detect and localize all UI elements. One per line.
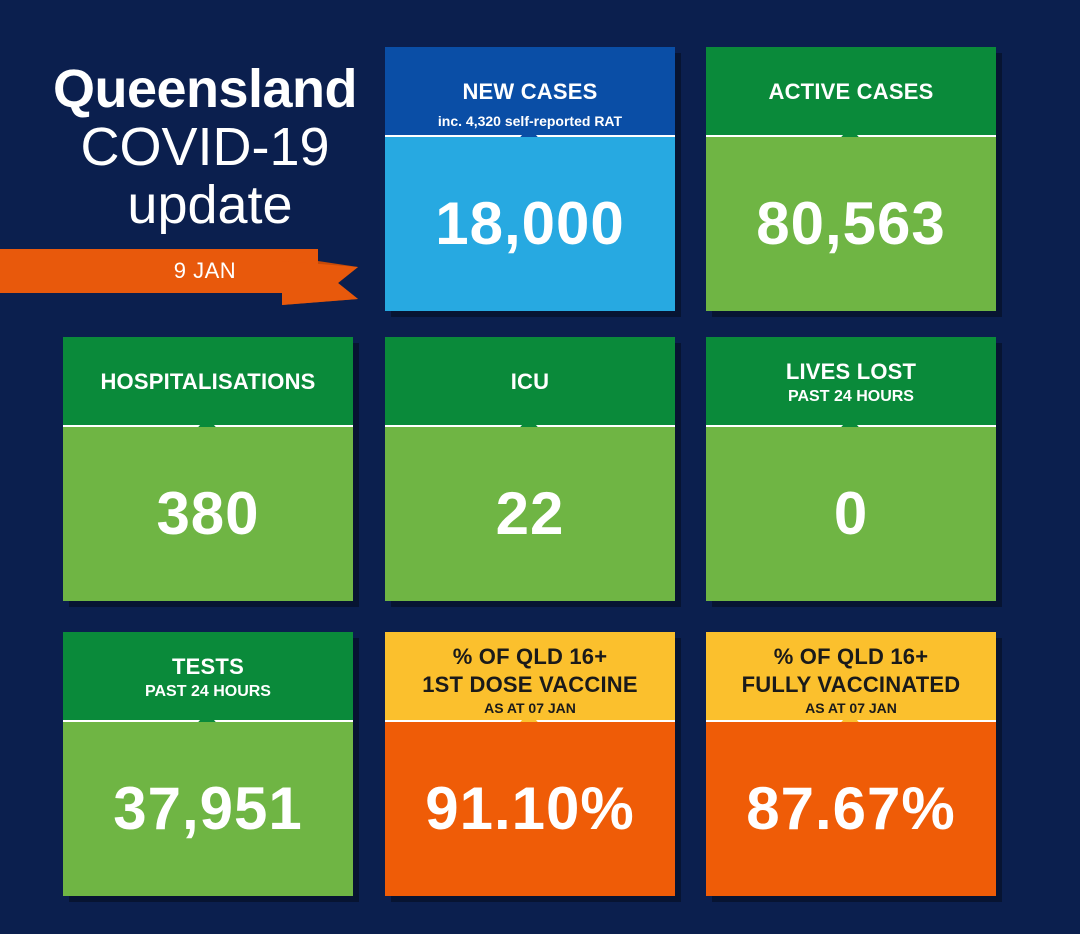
tile-label: NEW CASES bbox=[462, 79, 598, 104]
tile-label: TESTS bbox=[172, 654, 244, 679]
tile-hospitalisations: HOSPITALISATIONS 380 bbox=[63, 337, 353, 601]
title-update: update bbox=[127, 175, 293, 235]
tile-value: 380 bbox=[63, 427, 353, 601]
tile-value: 18,000 bbox=[385, 137, 675, 311]
tile-label-line2: FULLY VACCINATED bbox=[741, 672, 961, 697]
tile-sublabel: PAST 24 HOURS bbox=[788, 388, 914, 405]
tile-header: % OF QLD 16+ FULLY VACCINATED AS AT 07 J… bbox=[706, 632, 996, 733]
tile-sublabel: PAST 24 HOURS bbox=[145, 683, 271, 700]
tile-active-cases: ACTIVE CASES 80,563 bbox=[706, 47, 996, 311]
date-ribbon bbox=[0, 249, 358, 305]
tile-header: ICU bbox=[385, 337, 675, 438]
tile-value: 37,951 bbox=[63, 722, 353, 896]
tile-tests: TESTS PAST 24 HOURS 37,951 bbox=[63, 632, 353, 896]
tile-value: 91.10% bbox=[385, 722, 675, 896]
tile-sublabel: AS AT 07 JAN bbox=[805, 700, 897, 716]
tile-label: LIVES LOST bbox=[785, 359, 917, 384]
tile-icu: ICU 22 bbox=[385, 337, 675, 601]
tile-header: TESTS PAST 24 HOURS bbox=[63, 632, 353, 733]
tile-header: HOSPITALISATIONS bbox=[63, 337, 353, 438]
tile-sublabel: AS AT 07 JAN bbox=[484, 700, 576, 716]
title-queensland: Queensland bbox=[52, 59, 358, 119]
tile-lives-lost: LIVES LOST PAST 24 HOURS 0 bbox=[706, 337, 996, 601]
tile-value: 80,563 bbox=[706, 137, 996, 311]
tile-value: 0 bbox=[706, 427, 996, 601]
tile-value: 22 bbox=[385, 427, 675, 601]
title-covid: COVID-19 bbox=[80, 117, 330, 177]
tile-label: HOSPITALISATIONS bbox=[100, 369, 316, 394]
tile-label-line1: % OF QLD 16+ bbox=[773, 644, 929, 669]
title-block: Queensland COVID-19 update bbox=[0, 50, 380, 310]
tile-header: % OF QLD 16+ 1ST DOSE VACCINE AS AT 07 J… bbox=[385, 632, 675, 733]
tile-label: ACTIVE CASES bbox=[768, 79, 934, 104]
tile-label: ICU bbox=[510, 369, 550, 394]
tile-first-dose: % OF QLD 16+ 1ST DOSE VACCINE AS AT 07 J… bbox=[385, 632, 675, 896]
tile-header: ACTIVE CASES bbox=[706, 47, 996, 148]
tile-label-line2: 1ST DOSE VACCINE bbox=[422, 672, 638, 697]
tile-header: LIVES LOST PAST 24 HOURS bbox=[706, 337, 996, 438]
tile-new-cases: NEW CASES inc. 4,320 self-reported RAT 1… bbox=[385, 47, 675, 311]
tile-value: 87.67% bbox=[706, 722, 996, 896]
tile-fully-vaccinated: % OF QLD 16+ FULLY VACCINATED AS AT 07 J… bbox=[706, 632, 996, 896]
tile-sublabel: inc. 4,320 self-reported RAT bbox=[437, 113, 623, 129]
date-label: 9 JAN bbox=[173, 258, 237, 283]
tile-label-line1: % OF QLD 16+ bbox=[452, 644, 608, 669]
tile-header: NEW CASES inc. 4,320 self-reported RAT bbox=[385, 47, 675, 148]
